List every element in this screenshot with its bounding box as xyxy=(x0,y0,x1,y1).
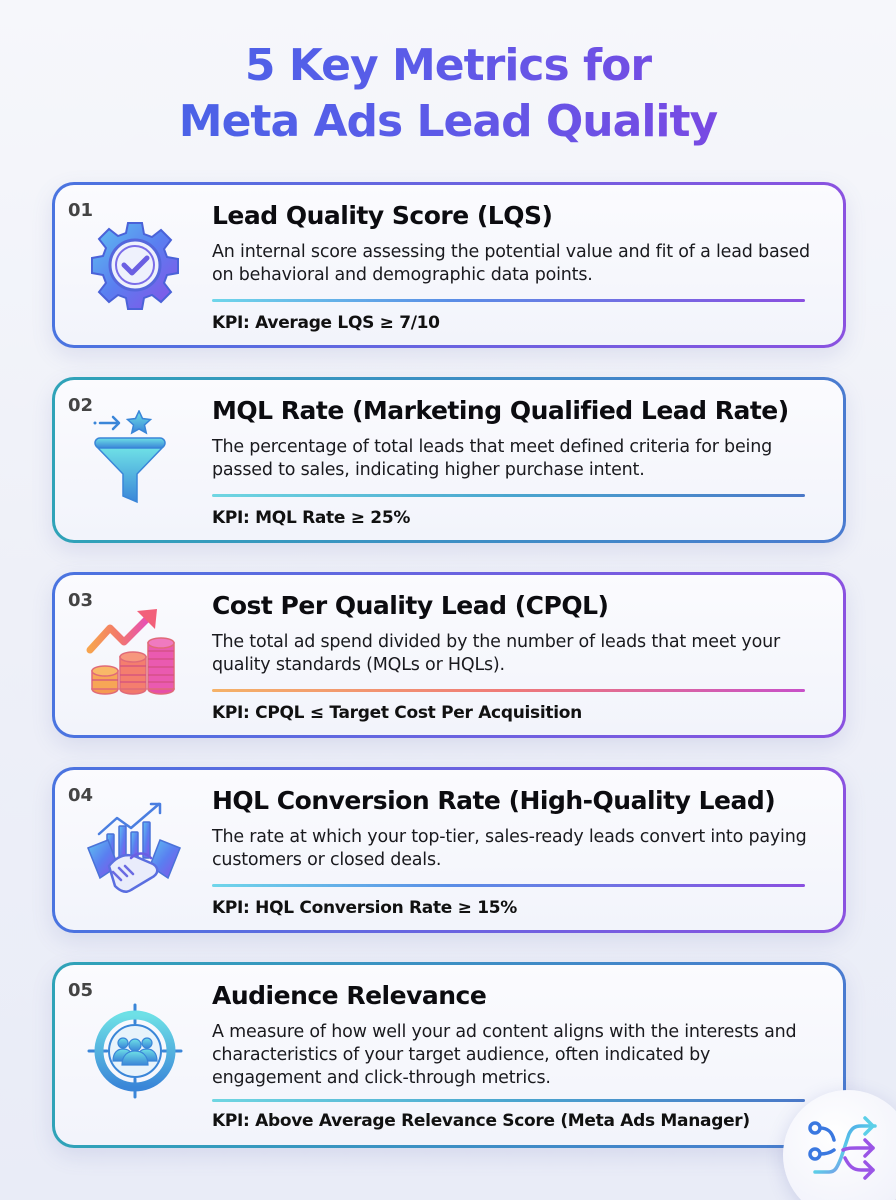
metric-number: 05 xyxy=(68,980,94,1001)
metric-description: The percentage of total leads that meet … xyxy=(212,437,772,480)
metric-description: A measure of how well your ad content al… xyxy=(212,1022,797,1088)
metric-title: Cost Per Quality Lead (CPQL) xyxy=(212,591,609,620)
handshake-chart-icon xyxy=(87,802,181,893)
metric-title: Audience Relevance xyxy=(212,981,487,1010)
divider xyxy=(212,689,805,692)
corner-badge[interactable] xyxy=(783,1090,896,1200)
page-title-line-1: 5 Key Metrics for xyxy=(0,38,896,94)
metric-number: 04 xyxy=(68,785,94,806)
gear-check-icon xyxy=(91,222,179,310)
metric-number: 02 xyxy=(68,395,94,416)
metric-card-audience-relevance: 05 Audience Relevance A measure of how w… xyxy=(52,962,846,1148)
metric-kpi: KPI: MQL Rate ≥ 25% xyxy=(212,508,411,528)
metric-description: The total ad spend divided by the number… xyxy=(212,632,780,675)
metric-title: HQL Conversion Rate (High-Quality Lead) xyxy=(212,786,776,815)
metric-card-cost-per-quality-lead: 03 Cost Per Quality Lead (CPQL) The tota… xyxy=(52,572,846,738)
coins-growth-icon xyxy=(86,609,175,695)
metric-kpi: KPI: Above Average Relevance Score (Meta… xyxy=(212,1111,750,1131)
divider xyxy=(212,1099,805,1102)
metric-title: Lead Quality Score (LQS) xyxy=(212,201,553,230)
metric-card-hql-conversion-rate: 04 HQL Conversion Rate (High-Quality Lea… xyxy=(52,767,846,933)
divider xyxy=(212,494,805,497)
metric-kpi: KPI: CPQL ≤ Target Cost Per Acquisition xyxy=(212,703,582,723)
metric-number: 03 xyxy=(68,590,94,611)
metric-kpi: KPI: HQL Conversion Rate ≥ 15% xyxy=(212,898,517,918)
divider xyxy=(212,299,805,302)
page-title: 5 Key Metrics for Meta Ads Lead Quality xyxy=(0,38,896,150)
metric-number: 01 xyxy=(68,200,94,221)
page-title-line-2: Meta Ads Lead Quality xyxy=(0,94,896,150)
metric-description: The rate at which your top-tier, sales-r… xyxy=(212,827,807,870)
shuffle-flow-icon xyxy=(808,1116,877,1180)
metric-card-mql-rate: 02 MQL Rate (Marketing Qualified Lead Ra… xyxy=(52,377,846,543)
metric-kpi: KPI: Average LQS ≥ 7/10 xyxy=(212,313,440,333)
funnel-star-icon xyxy=(93,410,166,504)
audience-target-icon xyxy=(87,1003,183,1099)
metric-description: An internal score assessing the potentia… xyxy=(212,242,810,285)
metric-title: MQL Rate (Marketing Qualified Lead Rate) xyxy=(212,396,789,425)
divider xyxy=(212,884,805,887)
metric-card-lead-quality-score: 01 Lead Quality Score (LQS) An internal … xyxy=(52,182,846,348)
